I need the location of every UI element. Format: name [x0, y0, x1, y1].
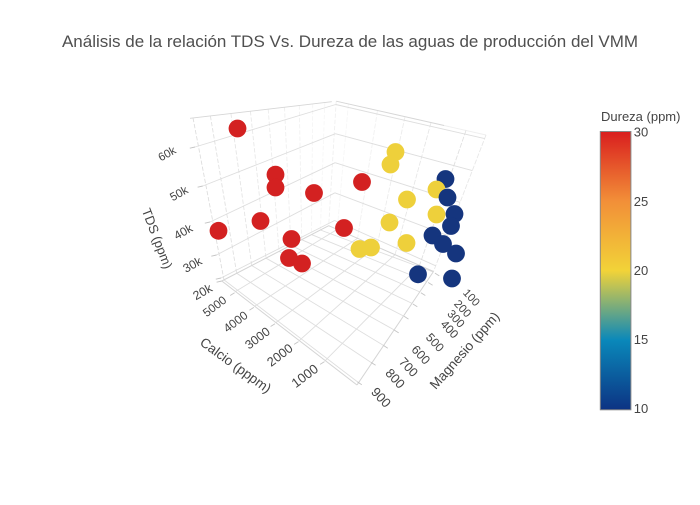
svg-text:20: 20 [634, 263, 648, 278]
svg-text:Dureza (ppm): Dureza (ppm) [601, 109, 680, 124]
svg-text:25: 25 [634, 194, 648, 209]
svg-text:10: 10 [634, 401, 648, 416]
svg-text:30: 30 [634, 125, 648, 140]
svg-text:15: 15 [634, 332, 648, 347]
svg-text:Análisis de la relación TDS Vs: Análisis de la relación TDS Vs. Dureza d… [62, 32, 638, 51]
